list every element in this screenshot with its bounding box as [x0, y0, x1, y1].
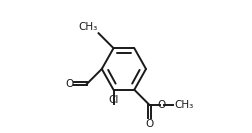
Text: O: O	[145, 119, 153, 129]
Text: CH₃: CH₃	[174, 100, 193, 110]
Text: Cl: Cl	[108, 95, 118, 105]
Text: CH₃: CH₃	[78, 22, 98, 32]
Text: O: O	[157, 100, 165, 110]
Text: O: O	[65, 79, 73, 89]
